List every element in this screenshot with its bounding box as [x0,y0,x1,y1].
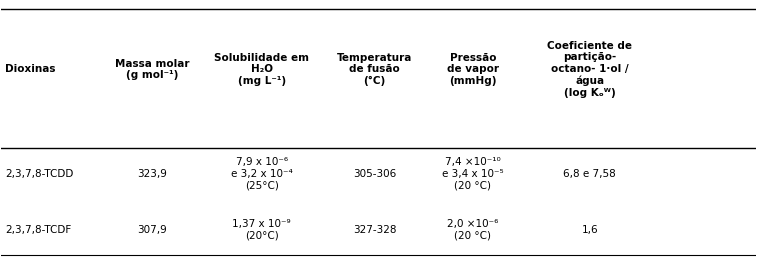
Text: 1,37 x 10⁻⁹
(20°C): 1,37 x 10⁻⁹ (20°C) [232,219,291,241]
Text: Dioxinas: Dioxinas [5,64,56,74]
Text: 7,4 ×10⁻¹⁰
e 3,4 x 10⁻⁵
(20 °C): 7,4 ×10⁻¹⁰ e 3,4 x 10⁻⁵ (20 °C) [442,157,503,190]
Text: 2,0 ×10⁻⁶
(20 °C): 2,0 ×10⁻⁶ (20 °C) [447,219,498,241]
Text: 2,3,7,8-TCDD: 2,3,7,8-TCDD [5,169,73,179]
Text: 307,9: 307,9 [137,225,167,235]
Text: Massa molar
(g mol⁻¹): Massa molar (g mol⁻¹) [115,59,189,80]
Text: 305-306: 305-306 [353,169,397,179]
Text: 6,8 e 7,58: 6,8 e 7,58 [563,169,616,179]
Text: Temperatura
de fusão
(°C): Temperatura de fusão (°C) [337,53,413,86]
Text: Coeficiente de
partição-
octano- 1·ol /
água
(log Kₒᵂ): Coeficiente de partição- octano- 1·ol / … [547,41,632,98]
Text: 327-328: 327-328 [353,225,397,235]
Text: Solubilidade em
H₂O
(mg L⁻¹): Solubilidade em H₂O (mg L⁻¹) [214,53,309,86]
Text: 2,3,7,8-TCDF: 2,3,7,8-TCDF [5,225,71,235]
Text: 323,9: 323,9 [137,169,167,179]
Text: Pressão
de vapor
(mmHg): Pressão de vapor (mmHg) [447,53,499,86]
Text: 7,9 x 10⁻⁶
e 3,2 x 10⁻⁴
(25°C): 7,9 x 10⁻⁶ e 3,2 x 10⁻⁴ (25°C) [231,157,292,190]
Text: 1,6: 1,6 [581,225,598,235]
